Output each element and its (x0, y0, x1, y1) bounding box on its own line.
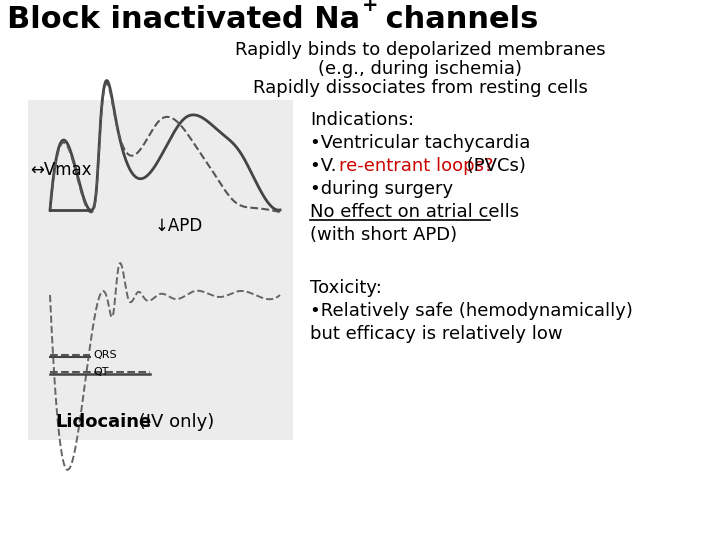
Text: •V.: •V. (310, 157, 342, 175)
Text: (PVCs): (PVCs) (462, 157, 526, 175)
Text: No effect on atrial cells: No effect on atrial cells (310, 203, 519, 221)
Text: •Ventricular tachycardia: •Ventricular tachycardia (310, 134, 531, 152)
Text: +: + (362, 0, 379, 15)
Text: (IV only): (IV only) (133, 413, 215, 431)
Text: QRS: QRS (93, 350, 117, 360)
Text: channels: channels (375, 5, 539, 35)
Text: (e.g., during ischemia): (e.g., during ischemia) (318, 60, 522, 78)
Text: Toxicity:: Toxicity: (310, 279, 382, 297)
Text: •during surgery: •during surgery (310, 180, 453, 198)
Text: Lidocaine: Lidocaine (55, 413, 151, 431)
Text: Class 1B  Block inactivated Na: Class 1B Block inactivated Na (0, 5, 360, 35)
Text: but efficacy is relatively low: but efficacy is relatively low (310, 325, 562, 343)
Text: Rapidly dissociates from resting cells: Rapidly dissociates from resting cells (253, 79, 588, 97)
Text: •Relatively safe (hemodynamically): •Relatively safe (hemodynamically) (310, 302, 633, 320)
Text: re-entrant loops?: re-entrant loops? (339, 157, 493, 175)
Text: Rapidly binds to depolarized membranes: Rapidly binds to depolarized membranes (235, 41, 606, 59)
Text: QT: QT (93, 367, 109, 377)
Bar (28, 100, 293, 440)
Text: ↓APD: ↓APD (155, 217, 203, 235)
Text: ↔Vmax: ↔Vmax (30, 161, 91, 179)
Text: Indications:: Indications: (310, 111, 414, 129)
Text: (with short APD): (with short APD) (310, 226, 457, 244)
